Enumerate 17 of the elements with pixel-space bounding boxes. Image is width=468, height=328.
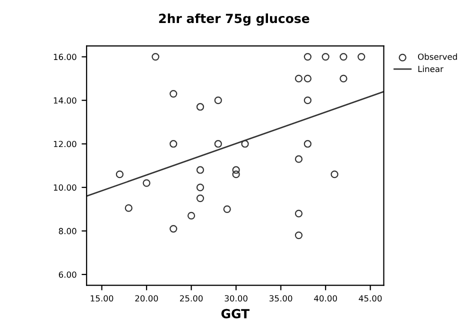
legend-label: Linear bbox=[418, 66, 444, 72]
x-tick-label: 20.00 bbox=[135, 295, 158, 302]
x-axis-title: GGT bbox=[221, 308, 250, 318]
y-tick-label: 6.00 bbox=[58, 271, 76, 278]
x-tick-label: 15.00 bbox=[90, 295, 114, 302]
x-tick-label: 45.00 bbox=[358, 295, 382, 302]
x-tick-label: 25.00 bbox=[180, 295, 203, 302]
y-tick-label: 12.00 bbox=[54, 140, 76, 148]
y-tick-label: 8.00 bbox=[58, 228, 76, 234]
legend-label: Observed bbox=[418, 53, 457, 60]
y-tick-label: 16.00 bbox=[54, 54, 76, 60]
y-tick-label: 14.00 bbox=[54, 97, 76, 104]
y-tick-label: 10.00 bbox=[54, 184, 76, 191]
x-tick-label: 40.00 bbox=[314, 295, 337, 302]
x-tick-label: 35.00 bbox=[270, 295, 292, 302]
chart-title: 2hr after 75g glucose bbox=[159, 13, 310, 26]
x-tick-label: 30.00 bbox=[224, 295, 248, 302]
